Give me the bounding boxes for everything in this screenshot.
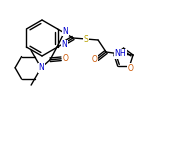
Text: S: S	[84, 35, 89, 43]
Text: O: O	[127, 64, 133, 73]
Text: N: N	[61, 40, 67, 49]
Text: N: N	[38, 63, 44, 72]
Text: N: N	[63, 27, 69, 36]
Text: NH: NH	[114, 50, 126, 58]
Text: O: O	[91, 54, 97, 64]
Text: O: O	[62, 54, 68, 63]
